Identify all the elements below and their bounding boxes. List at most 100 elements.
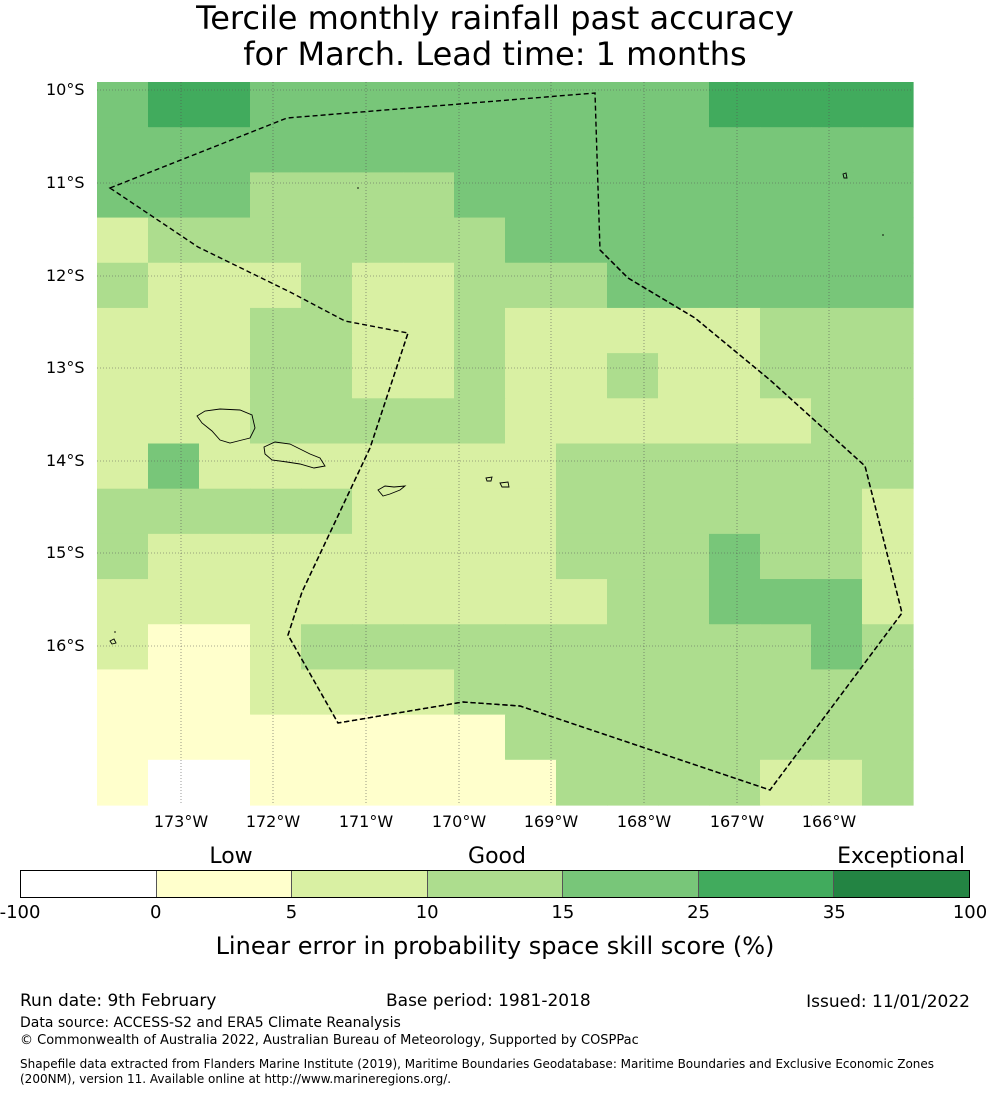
- grid-cell: [454, 759, 506, 806]
- grid-cell: [658, 82, 710, 128]
- grid-cell: [454, 353, 506, 399]
- grid-cell: [97, 624, 149, 671]
- grid-cell: [709, 759, 761, 806]
- grid-cell: [301, 488, 353, 535]
- grid-cell: [556, 262, 608, 309]
- grid-cell: [454, 307, 506, 354]
- grid-cell: [250, 353, 302, 399]
- grid-cell: [760, 759, 812, 806]
- grid-cell: [148, 714, 200, 761]
- longitude-label: 166°W: [801, 812, 857, 831]
- grid-cell: [709, 533, 761, 580]
- skill-grid: [97, 82, 914, 806]
- grid-cell: [250, 398, 302, 445]
- colorbar-segment: [156, 871, 293, 897]
- grid-cell: [301, 533, 353, 580]
- grid-cell: [607, 488, 659, 535]
- grid-cell: [811, 624, 863, 671]
- grid-cell: [556, 127, 608, 173]
- colorbar-segment: [563, 871, 699, 897]
- grid-cell: [148, 172, 200, 219]
- grid-cell: [862, 443, 914, 490]
- grid-cell: [403, 217, 455, 264]
- grid-cell: [454, 398, 506, 445]
- grid-cell: [352, 217, 404, 264]
- latitude-label: 14°S: [46, 451, 85, 470]
- grid-cell: [250, 127, 302, 173]
- latitude-label: 10°S: [46, 80, 85, 99]
- grid-cell: [607, 82, 659, 128]
- grid-cell: [352, 533, 404, 580]
- grid-cell: [709, 127, 761, 173]
- grid-cell: [250, 579, 302, 625]
- grid-cell: [301, 759, 353, 806]
- savaii-island: [263, 441, 326, 469]
- grid-cell: [352, 443, 404, 490]
- grid-cell: [352, 624, 404, 671]
- grid-cell: [658, 307, 710, 354]
- swains-island: [842, 172, 848, 179]
- grid-cell: [862, 307, 914, 354]
- grid-cell: [148, 82, 200, 128]
- grid-cell: [199, 533, 251, 580]
- grid-cell: [352, 262, 404, 309]
- grid-cell: [607, 262, 659, 309]
- grid-cell: [607, 172, 659, 219]
- map-title-line-1: Tercile monthly rainfall past accuracy: [196, 0, 794, 37]
- grid-cell: [454, 669, 506, 716]
- grid-cell: [709, 262, 761, 309]
- longitude-label: 171°W: [338, 812, 394, 831]
- grid-cell: [301, 172, 353, 219]
- grid-cell: [148, 353, 200, 399]
- grid-cell: [250, 624, 302, 671]
- grid-cell: [97, 217, 149, 264]
- grid-cell: [199, 353, 251, 399]
- longitude-label: 172°W: [245, 812, 301, 831]
- grid-cell: [199, 488, 251, 535]
- grid-cell: [301, 624, 353, 671]
- grid-cell: [658, 398, 710, 445]
- grid-cell: [97, 579, 149, 625]
- grid-cell: [301, 307, 353, 354]
- base-period: Base period: 1981-2018: [386, 991, 591, 1011]
- grid-cell: [97, 127, 149, 173]
- grid-cell: [199, 172, 251, 219]
- grid-cell: [454, 443, 506, 490]
- longitude-label: 167°W: [709, 812, 765, 831]
- colorbar-segment: [21, 871, 157, 897]
- grid-cell: [811, 127, 863, 173]
- grid-cell: [148, 533, 200, 580]
- grid-cell: [199, 262, 251, 309]
- grid-cell: [352, 669, 404, 716]
- grid-cell: [301, 82, 353, 128]
- colorbar-segment: [292, 871, 428, 897]
- grid-cell: [607, 127, 659, 173]
- legend-category-low: Low: [209, 844, 253, 869]
- grid-cell: [403, 759, 455, 806]
- legend-category-exceptional: Exceptional: [837, 844, 965, 869]
- grid-cell: [760, 443, 812, 490]
- grid-cell: [505, 307, 557, 354]
- grid-cell: [505, 579, 557, 625]
- grid-cell: [199, 127, 251, 173]
- grid-cell: [403, 443, 455, 490]
- grid-cell: [148, 443, 200, 490]
- grid-cell: [97, 488, 149, 535]
- grid-cell: [199, 669, 251, 716]
- grid-cell: [760, 579, 812, 625]
- grid-cell: [199, 759, 251, 806]
- grid-cell: [760, 533, 812, 580]
- grid-cell: [250, 669, 302, 716]
- grid-cell: [148, 759, 200, 806]
- latitude-label: 16°S: [46, 636, 85, 655]
- grid-cell: [862, 669, 914, 716]
- grid-cell: [607, 669, 659, 716]
- grid-cell: [403, 579, 455, 625]
- grid-cell: [760, 217, 812, 264]
- grid-cell: [709, 714, 761, 761]
- longitude-label: 168°W: [616, 812, 672, 831]
- grid-cell: [811, 669, 863, 716]
- ofu-island: [485, 476, 493, 482]
- grid-cell: [352, 127, 404, 173]
- grid-cell: [811, 307, 863, 354]
